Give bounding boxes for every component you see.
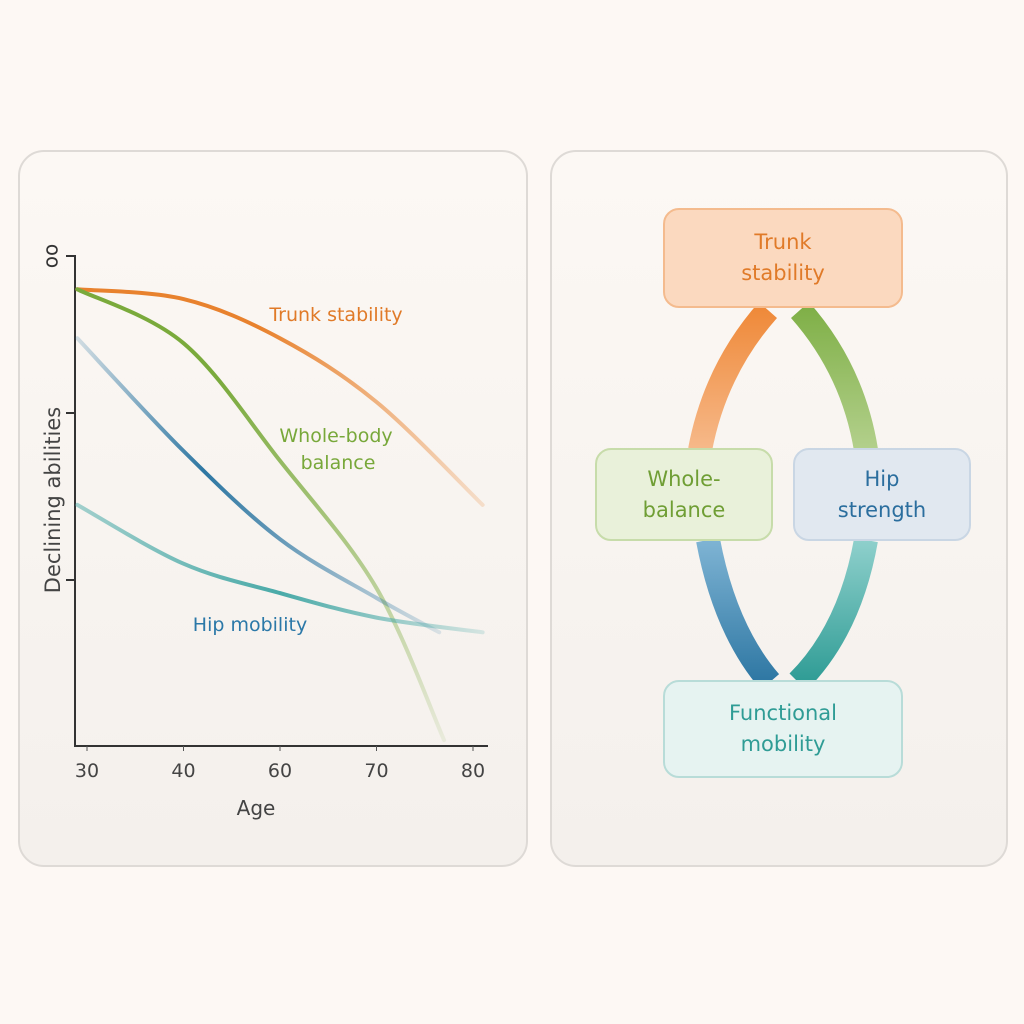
series-label-hip-mobility: Hip mobility (193, 614, 307, 636)
series-label-whole-body-balance-1: Whole-body (279, 425, 392, 447)
connector-trunk-balance (688, 302, 778, 453)
node-label: strength (837, 497, 927, 522)
series-label-whole-body-balance-2: balance (301, 452, 376, 474)
node-label: Hip (864, 466, 900, 491)
x-tick-label: 80 (461, 760, 485, 782)
connector-balance-functional (696, 537, 780, 690)
y-top-tick-label: oo (42, 244, 66, 268)
series-line-unlabeled-2 (75, 336, 442, 635)
node-label: balance (642, 497, 726, 522)
node-label: stability (741, 261, 825, 285)
x-tick-label: 70 (364, 760, 388, 782)
y-axis-label: Declining abilities (41, 407, 65, 593)
connector-trunk-hip (790, 302, 878, 453)
x-tick-label: 30 (75, 760, 99, 782)
node-trunk-stability: Trunk stability (663, 208, 903, 308)
series-label-trunk-stability: Trunk stability (268, 304, 402, 326)
x-tick-label: 60 (268, 760, 292, 782)
node-whole-balance: Whole-balance (595, 448, 773, 541)
series-line-hip-mobility (75, 502, 485, 635)
series-line-whole-body-balance (75, 287, 447, 743)
node-hip-strength: Hip strength (793, 448, 971, 541)
x-tick-label: 40 (171, 760, 195, 782)
node-label: mobility (740, 732, 826, 756)
node-label: Whole- (647, 466, 721, 491)
node-label: Functional (728, 701, 838, 725)
series-line-trunk-stability (75, 287, 485, 507)
node-label: Trunk (754, 230, 812, 254)
chart-panel (18, 150, 528, 867)
node-functional-mobility: Functional mobility (663, 680, 903, 778)
connector-hip-functional (789, 537, 878, 691)
x-axis-label: Age (237, 796, 276, 820)
